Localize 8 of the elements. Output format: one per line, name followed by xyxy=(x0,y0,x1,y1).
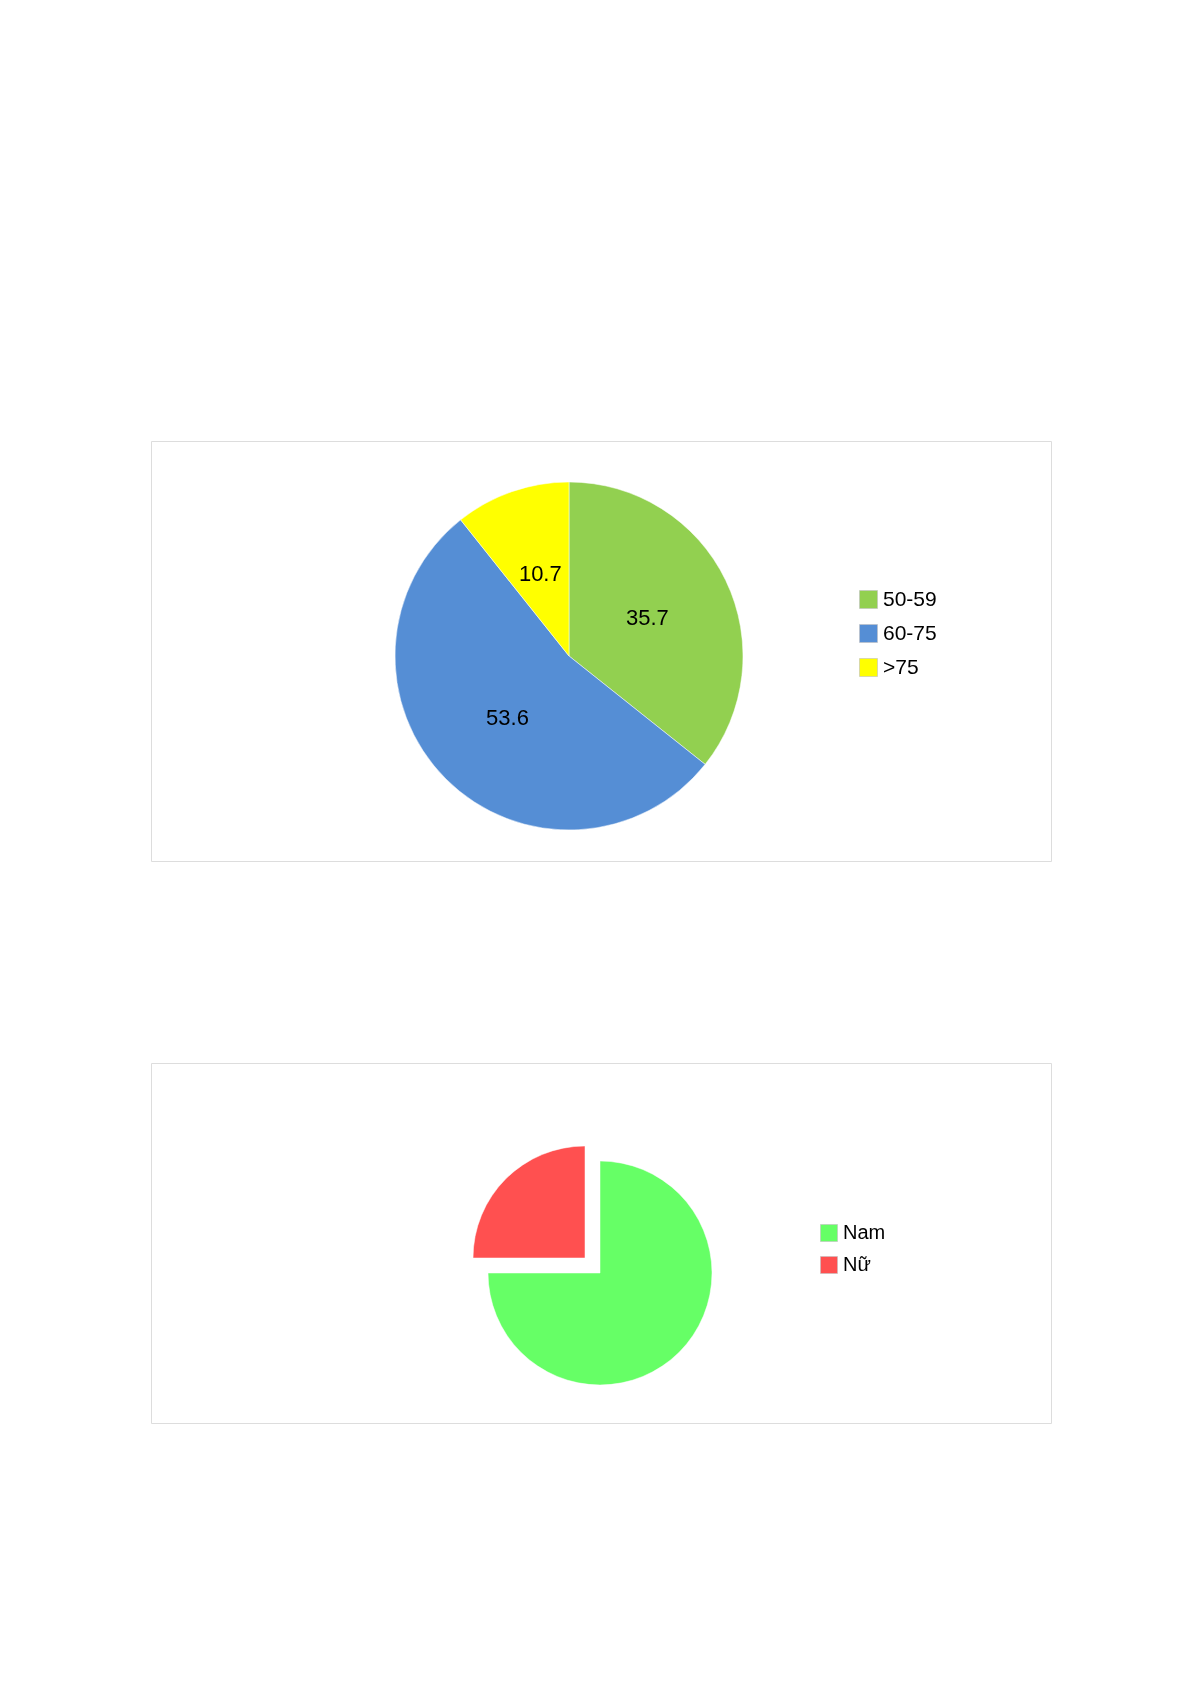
legend-label: 50-59 xyxy=(883,586,937,610)
legend-label: Nam xyxy=(843,1221,886,1243)
legend-label: >75 xyxy=(883,654,919,678)
legend-label: Nữ xyxy=(843,1253,871,1275)
data-label: 10.7 xyxy=(518,560,562,586)
data-label: 53.6 xyxy=(486,704,529,730)
legend-label: 60-75 xyxy=(883,620,937,644)
data-label: 35.7 xyxy=(625,605,669,631)
